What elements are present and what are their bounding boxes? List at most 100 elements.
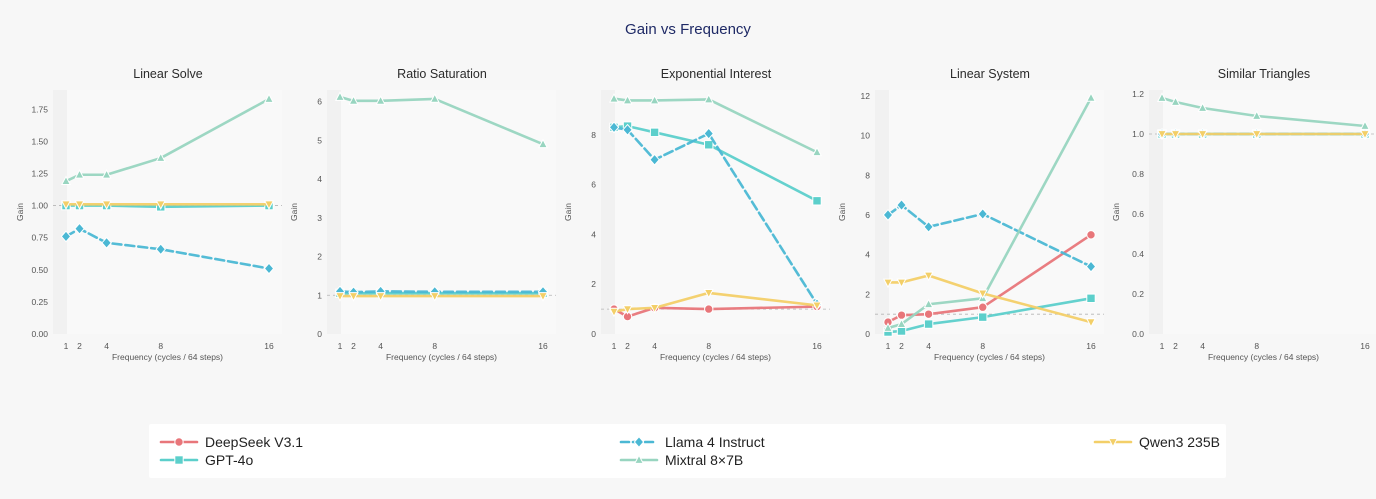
data-point [977,207,989,220]
legend-item-mixtral[interactable]: Mixtral 8×7B [619,451,743,469]
x-tick-label: 4 [378,341,383,351]
y-tick-label: 8 [865,170,870,180]
data-point [334,292,346,302]
series-mixtral-8-7b [882,92,1097,332]
data-point [923,298,934,309]
x-axis-label: Frequency (cycles / 64 steps) [934,352,1045,362]
x-tick-label: 16 [1360,341,1370,351]
data-point [923,319,934,329]
x-tick-label: 8 [706,341,711,351]
y-tick-label: 1.0 [1132,129,1144,139]
legend-swatch-mixtral [619,454,659,464]
series-qwen3-235b [882,271,1097,328]
legend-item-llama[interactable]: Llama 4 Instruct [619,433,765,451]
y-tick-label: 1.75 [31,104,48,114]
data-point [896,199,907,212]
data-point [537,138,549,149]
plot-area [875,90,1104,334]
data-point [811,301,823,312]
data-point [923,271,934,282]
y-tick-label: 6 [317,97,322,107]
y-axis-label: Gain [15,203,25,221]
plot-shade [1149,90,1163,334]
data-point [1156,130,1168,140]
series-gpt-4o [883,293,1096,337]
x-tick-label: 2 [1173,341,1178,351]
y-tick-label: 12 [861,91,871,101]
y-tick-label: 0.25 [31,297,48,307]
legend-swatch-llama [619,435,659,449]
x-tick-label: 4 [104,341,109,351]
x-tick-label: 1 [338,341,343,351]
data-point [703,127,715,140]
legend-label-llama: Llama 4 Instruct [665,434,765,450]
x-tick-label: 2 [77,341,82,351]
legend-item-gpt4o[interactable]: GPT-4o [159,451,253,469]
x-axis-label: Frequency (cycles / 64 steps) [386,352,497,362]
data-point [429,93,440,103]
series-mixtral-8-7b [334,91,549,149]
data-point [923,309,934,319]
x-tick-label: 4 [1200,341,1205,351]
y-tick-label: 0.6 [1132,209,1144,219]
x-tick-label: 2 [351,341,356,351]
y-tick-label: 2 [865,289,870,299]
legend-swatch-gpt4o [159,455,199,465]
data-point [704,140,714,150]
y-tick-label: 0 [591,329,596,339]
data-point [622,94,633,105]
data-point [882,322,894,332]
data-point [375,95,386,105]
plot-area [1149,90,1376,334]
data-point [896,278,907,289]
data-point [60,200,72,210]
x-tick-label: 8 [1254,341,1259,351]
data-point [649,153,660,166]
y-tick-label: 3 [317,213,322,223]
data-point [977,289,988,300]
y-tick-label: 1.50 [31,136,48,146]
y-tick-label: 0.0 [1132,329,1144,339]
series-qwen3-235b [608,289,823,318]
data-point [1170,130,1181,140]
series-llama-4-instruct [60,222,275,275]
legend-marker [174,455,184,465]
x-tick-label: 4 [926,341,931,351]
y-tick-label: 0 [865,329,870,339]
y-tick-label: 1 [317,290,322,300]
legend-item-qwen[interactable]: Qwen3 235B [1093,433,1220,451]
data-point [649,303,660,314]
y-axis-label: Gain [563,203,573,221]
y-tick-label: 0.8 [1132,169,1144,179]
plot-shade [53,90,67,334]
data-point [60,230,72,243]
y-tick-label: 0.2 [1132,289,1144,299]
x-axis-label: Frequency (cycles / 64 steps) [660,352,771,362]
figure-title: Gain vs Frequency [625,21,751,38]
y-tick-label: 10 [861,131,871,141]
plot-shade [601,90,615,334]
legend-marker [633,454,645,464]
panel-title: Exponential Interest [661,67,772,81]
plot-area [327,90,556,334]
data-point [101,200,112,210]
y-tick-label: 0.75 [31,233,48,243]
data-point [537,292,549,302]
legend-swatch-qwen [1093,438,1133,448]
data-point [1251,130,1262,140]
legend-item-deepseek[interactable]: DeepSeek V3.1 [159,433,303,451]
y-tick-label: 0 [317,329,322,339]
y-tick-label: 6 [591,180,596,190]
data-point [60,175,72,186]
data-point [812,196,822,206]
x-tick-label: 16 [538,341,548,351]
data-point [1197,102,1208,112]
data-point [1359,120,1371,130]
x-tick-label: 8 [980,341,985,351]
y-tick-label: 2 [317,252,322,262]
data-point [1359,130,1371,140]
legend-swatch-deepseek [159,437,199,447]
